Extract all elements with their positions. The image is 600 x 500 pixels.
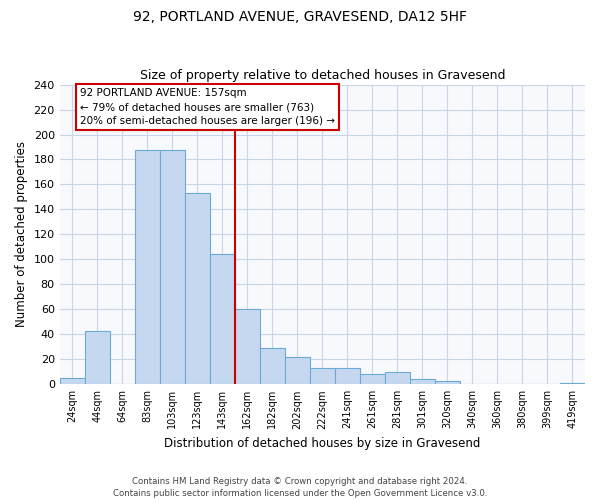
Bar [410,380,435,384]
Bar [435,380,460,384]
Text: 92 PORTLAND AVENUE: 157sqm
← 79% of detached houses are smaller (763)
20% of sem: 92 PORTLAND AVENUE: 157sqm ← 79% of deta… [80,88,335,126]
Bar [85,330,110,384]
Bar [235,310,260,384]
Bar [135,150,160,384]
Text: 92, PORTLAND AVENUE, GRAVESEND, DA12 5HF: 92, PORTLAND AVENUE, GRAVESEND, DA12 5HF [133,10,467,24]
Y-axis label: Number of detached properties: Number of detached properties [15,142,28,328]
Bar [360,374,385,384]
Bar [160,150,185,384]
Bar [335,368,360,384]
Bar [560,383,585,384]
Bar [385,372,410,384]
Bar [260,348,285,385]
Bar [59,378,85,384]
Bar [185,193,210,384]
Bar [310,368,335,384]
Bar [210,254,235,384]
Title: Size of property relative to detached houses in Gravesend: Size of property relative to detached ho… [140,69,505,82]
Text: Contains HM Land Registry data © Crown copyright and database right 2024.
Contai: Contains HM Land Registry data © Crown c… [113,476,487,498]
Bar [285,357,310,384]
X-axis label: Distribution of detached houses by size in Gravesend: Distribution of detached houses by size … [164,437,481,450]
